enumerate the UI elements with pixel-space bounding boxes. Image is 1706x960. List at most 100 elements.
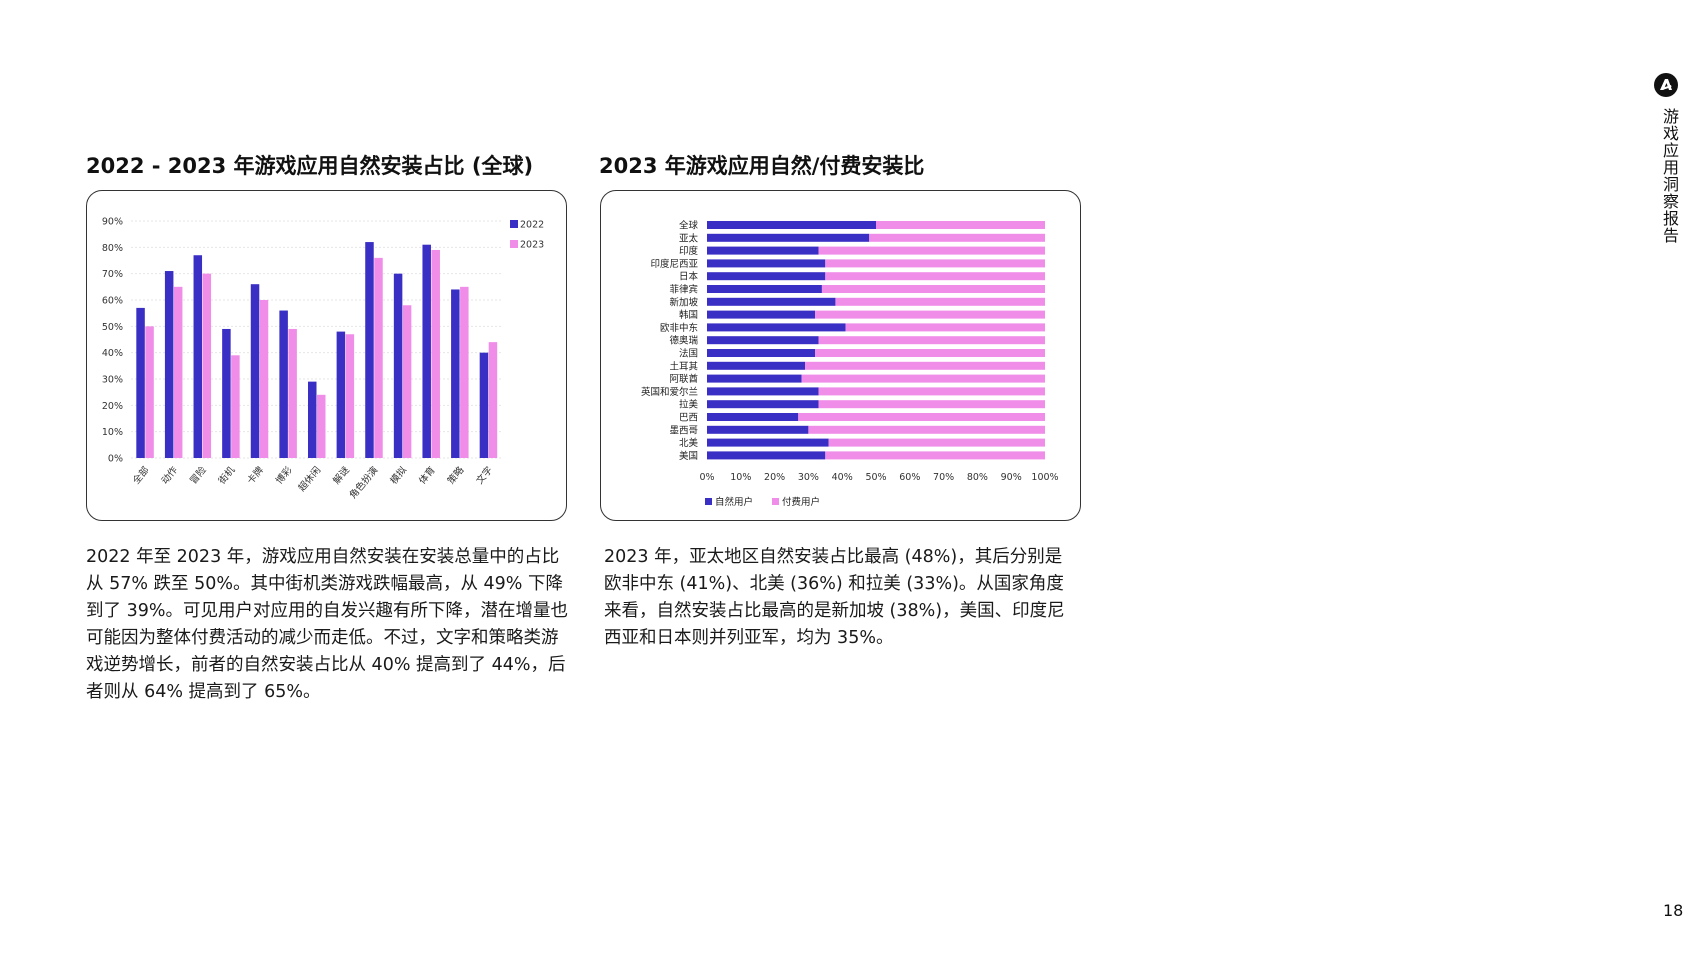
legend-label: 2023 [520,240,544,251]
y-tick-label: 90% [102,217,123,228]
y-tick-label: 印度 [679,245,699,257]
left-chart-title: 2022 - 2023 年游戏应用自然安装占比 (全球) [86,154,534,178]
y-tick-label: 30% [102,375,123,386]
x-tick-label: 博彩 [273,464,295,487]
x-tick-label: 10% [730,472,751,483]
bar-2022-角色扮演 [365,242,374,458]
x-tick-label: 策略 [445,464,467,487]
bar-自然用户-韩国 [707,310,816,319]
left-description: 2022 年至 2023 年，游戏应用自然安装在安装总量中的占比从 57% 跌至… [86,547,568,702]
bar-2023-超休闲 [317,394,326,458]
bar-付费用户-英国和爱尔兰 [818,387,1045,396]
y-tick-label: 80% [102,243,123,254]
bar-2023-街机 [231,355,240,458]
bar-自然用户-土耳其 [707,361,806,370]
bar-自然用户-全球 [707,221,876,229]
x-tick-label: 角色扮演 [347,464,381,501]
bar-2022-解谜 [336,331,346,458]
x-tick-label: 动作 [159,464,181,487]
y-tick-label: 法国 [679,348,698,360]
bar-付费用户-土耳其 [805,361,1045,370]
y-tick-label: 北美 [679,437,699,449]
x-tick-label: 50% [865,472,886,483]
bar-付费用户-巴西 [798,413,1045,421]
bar-2022-街机 [222,328,231,458]
legend-swatch-自然用户 [705,498,712,505]
x-tick-label: 30% [798,472,819,483]
stacked-bar-chart-panel: 全球 亚太 印度 印度尼西亚 日本 菲律宾 新加坡 韩国 欧非中东 德奥瑞 法国 土耳其 阿联酋 英国和爱… [600,190,1081,521]
bar-付费用户-印度尼西亚 [825,259,1045,268]
bar-2023-解谜 [345,334,355,458]
bar-2022-文字 [479,352,489,458]
bar-2023-角色扮演 [374,257,383,458]
right-description: 2023 年，亚太地区自然安装占比最高 (48%)，其后分别是欧非中东 (41%… [604,547,1065,648]
bar-2022-博彩 [279,310,288,458]
bar-付费用户-欧非中东 [845,323,1045,332]
bar-2023-体育 [431,249,440,458]
bar-付费用户-墨西哥 [808,425,1045,434]
legend-label: 2022 [520,220,544,231]
y-tick-label: 10% [102,427,123,438]
bar-2023-全部 [145,326,154,458]
x-tick-label: 体育 [416,464,437,486]
x-tick-label: 20% [764,472,785,483]
bar-付费用户-法国 [815,349,1045,357]
bar-2023-文字 [488,342,498,458]
bar-付费用户-新加坡 [835,297,1045,306]
x-tick-label: 文字 [474,464,495,486]
y-tick-label: 韩国 [679,309,698,321]
bar-自然用户-新加坡 [707,297,836,306]
y-tick-label: 墨西哥 [669,425,698,436]
x-tick-label: 80% [967,472,988,483]
y-tick-label: 阿联酋 [669,373,698,385]
bar-自然用户-印度 [707,246,819,255]
y-tick-label: 印度尼西亚 [650,258,698,270]
bar-2022-全部 [136,307,145,458]
bar-付费用户-北美 [828,438,1045,447]
y-tick-label: 亚太 [679,232,699,244]
y-tick-label: 0% [108,454,123,465]
x-tick-label: 街机 [216,464,238,487]
y-tick-label: 20% [102,401,123,412]
bar-自然用户-墨西哥 [707,425,809,434]
x-tick-label: 全部 [130,464,151,486]
legend-label: 付费用户 [782,496,820,508]
bar-2022-冒险 [193,255,203,458]
bar-自然用户-拉美 [707,400,819,409]
x-tick-label: 超休闲 [296,464,324,494]
y-tick-label: 60% [102,296,123,307]
bar-付费用户-拉美 [818,400,1045,409]
bar-付费用户-日本 [825,272,1045,281]
x-tick-label: 卡牌 [245,464,267,487]
bar-自然用户-日本 [707,272,826,281]
bar-2022-超休闲 [308,381,317,458]
bar-2023-冒险 [202,273,212,458]
bar-付费用户-韩国 [815,310,1045,319]
bar-2022-卡牌 [250,284,260,458]
bar-付费用户-菲律宾 [821,285,1045,293]
report-side-label: 游戏应用洞察报告 [1660,108,1679,244]
bar-付费用户-印度 [818,246,1045,255]
x-tick-label: 90% [1001,472,1022,483]
page-number: 18 [1663,901,1684,920]
bar-付费用户-亚太 [869,233,1045,242]
y-tick-label: 40% [102,348,123,359]
x-tick-label: 解谜 [330,464,352,487]
y-tick-label: 70% [102,269,123,280]
bar-付费用户-全球 [876,221,1045,229]
x-tick-label: 40% [832,472,853,483]
stacked-bar-chart: 全球亚太印度印度尼西亚日本菲律宾新加坡韩国欧非中东德奥瑞法国土耳其阿联酋英国和爱… [641,220,1059,509]
bar-2022-动作 [164,271,174,458]
x-tick-label: 模拟 [388,464,410,487]
bar-2022-策略 [451,289,460,458]
y-tick-label: 全球 [679,220,699,232]
bar-自然用户-巴西 [707,413,799,421]
bar-付费用户-德奥瑞 [818,336,1045,345]
bar-2022-体育 [422,244,431,458]
y-tick-label: 德奥瑞 [669,335,698,347]
bar-自然用户-英国和爱尔兰 [707,387,819,396]
y-tick-label: 英国和爱尔兰 [641,386,698,398]
grouped-bar-chart: 0% 10% 20% 30% 40% 50% 60% 70% 80% 90% 全部 动作 冒险 街机 卡牌博… [102,217,544,502]
bar-自然用户-印度尼西亚 [707,259,826,268]
bar-2023-模拟 [402,305,412,458]
